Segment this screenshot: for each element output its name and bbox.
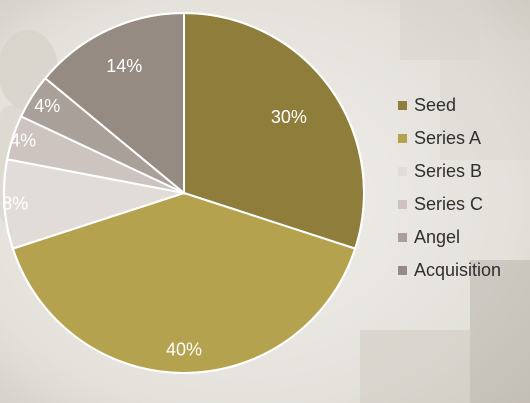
legend-item-angel: Angel: [398, 226, 501, 249]
legend-label: Seed: [414, 95, 457, 115]
pie-outline: [3, 12, 365, 374]
legend-item-series-a: Series A: [398, 127, 501, 150]
legend-item-series-b: Series B: [398, 160, 501, 183]
legend-item-acquisition: Acquisition: [398, 259, 501, 282]
legend-swatch: [398, 134, 407, 143]
legend-item-series-c: Series C: [398, 193, 501, 216]
chart-legend: Seed Series A Series B Series C Angel Acquisi…: [398, 94, 501, 282]
legend-item-seed: Seed: [398, 94, 501, 117]
data-label-series-b: 8%: [2, 194, 28, 214]
legend-label: Acquisition: [414, 260, 502, 280]
data-label-acquisition: 14%: [106, 56, 142, 76]
legend-label: Series B: [414, 161, 483, 181]
data-label-series-c: 4%: [10, 131, 36, 151]
legend-label: Angel: [414, 227, 461, 247]
legend-label: Series A: [414, 128, 482, 148]
legend-label: Series C: [414, 194, 484, 214]
legend-swatch: [398, 233, 407, 242]
legend-swatch: [398, 266, 407, 275]
data-label-series-a: 40%: [166, 340, 202, 360]
legend-swatch: [398, 200, 407, 209]
data-label-angel: 4%: [34, 96, 60, 116]
data-label-seed: 30%: [271, 107, 307, 127]
legend-swatch: [398, 167, 407, 176]
legend-swatch: [398, 101, 407, 110]
